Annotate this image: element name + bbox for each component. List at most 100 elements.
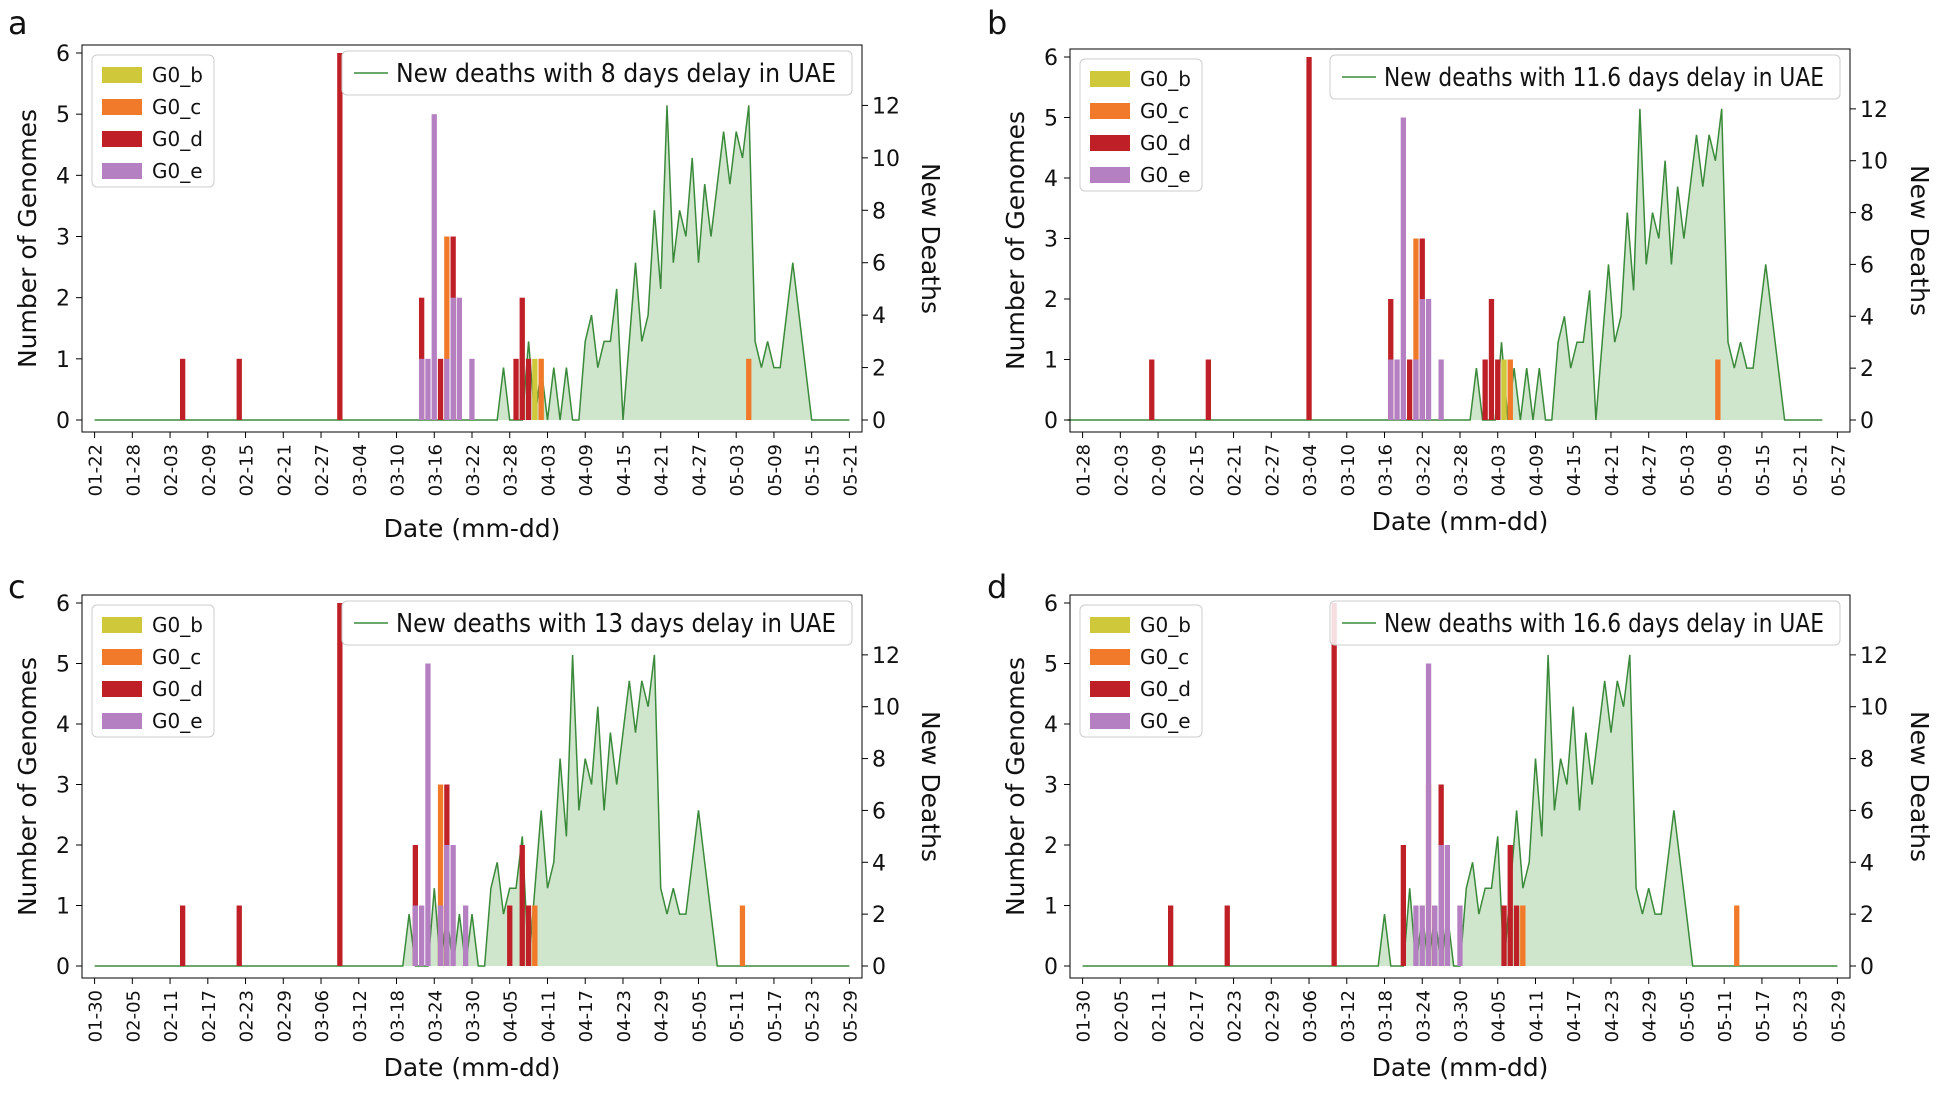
- legend-swatch: [1090, 103, 1130, 119]
- x-tick-label: 02-29: [274, 990, 295, 1042]
- y2-tick-label: 4: [872, 304, 886, 329]
- bar-g0_e: [1425, 299, 1432, 420]
- x-tick-label: 04-09: [1526, 444, 1547, 496]
- x-tick-label: 04-23: [1602, 990, 1623, 1042]
- deaths-area: [94, 105, 850, 421]
- legend-swatch: [102, 131, 142, 147]
- x-tick-label: 03-06: [312, 990, 333, 1042]
- x-tick-label: 03-24: [425, 990, 446, 1042]
- legend-box: [91, 54, 215, 188]
- bar-g0_e: [1394, 359, 1400, 420]
- x-tick-label: 02-15: [237, 444, 258, 496]
- y2-tick-label: 6: [872, 252, 886, 277]
- x-tick-label: 04-17: [1564, 990, 1585, 1042]
- bar-g0_e: [425, 663, 431, 966]
- bar-g0_c: [1715, 359, 1721, 420]
- x-tick-label: 04-11: [538, 990, 559, 1042]
- legend-label: G0_c: [152, 645, 201, 669]
- x-tick-label: 04-11: [1526, 990, 1547, 1042]
- y-tick-label: 3: [56, 774, 70, 799]
- line-legend-label: New deaths with 16.6 days delay in UAE: [1384, 609, 1824, 639]
- line-legend-label: New deaths with 13 days delay in UAE: [396, 609, 836, 639]
- x-tick-label: 05-09: [765, 444, 786, 496]
- legend-label: G0_d: [152, 127, 203, 151]
- y-tick-label: 2: [1044, 834, 1058, 859]
- x-tick-label: 04-15: [614, 444, 635, 496]
- deaths-line: [94, 105, 850, 421]
- bar-g0_e: [431, 114, 437, 420]
- x-tick-label: 04-21: [652, 444, 673, 496]
- y-axis-label: Number of Genomes: [1001, 111, 1030, 370]
- x-tick-label: 04-27: [1640, 444, 1661, 496]
- bar-g0_d: [337, 603, 343, 966]
- legend-label: G0_d: [1140, 677, 1191, 701]
- x-tick-label: 04-05: [1489, 990, 1510, 1042]
- x-tick-label: 04-05: [501, 990, 522, 1042]
- x-tick-label: 04-23: [614, 990, 635, 1042]
- bar-g0_d: [1205, 359, 1211, 420]
- bar-g0_d: [1482, 359, 1488, 420]
- bar-g0_c: [746, 358, 752, 420]
- x-tick-label: 02-05: [123, 990, 144, 1042]
- y2-tick-label: 6: [872, 799, 886, 824]
- bar-g0_d: [1400, 845, 1406, 966]
- bar-g0_e: [1419, 299, 1425, 420]
- x-tick-label: 03-18: [1376, 990, 1397, 1042]
- y-tick-label: 3: [1044, 228, 1058, 253]
- x-tick-label: 02-05: [1111, 990, 1132, 1042]
- legend-label: G0_e: [1140, 709, 1191, 733]
- bar-g0_d: [337, 53, 343, 420]
- legend-swatch: [1090, 713, 1130, 729]
- bar-g0_e: [456, 297, 462, 420]
- bar-g0_e: [1432, 905, 1438, 966]
- bar-g0_c: [444, 236, 450, 420]
- x-tick-label: 05-23: [1791, 990, 1812, 1042]
- bar-g0_e: [1438, 845, 1444, 966]
- y-tick-label: 6: [1044, 46, 1058, 71]
- x-tick-label: 03-30: [1451, 990, 1472, 1042]
- legend-label: G0_b: [1140, 67, 1191, 91]
- x-tick-label: 02-27: [312, 444, 333, 496]
- bar-g0_d: [1501, 905, 1507, 966]
- x-tick-label: 02-11: [161, 990, 182, 1042]
- x-tick-label: 04-03: [538, 444, 559, 496]
- y-tick-label: 2: [1044, 288, 1058, 313]
- y-tick-label: 1: [56, 348, 70, 373]
- x-tick-label: 02-17: [199, 990, 220, 1042]
- legend-label: G0_e: [152, 159, 203, 183]
- legend-box: [1079, 58, 1203, 192]
- y2-tick-label: 2: [872, 903, 886, 928]
- x-tick-label: 05-23: [803, 990, 824, 1042]
- bar-g0_e: [412, 905, 418, 966]
- deaths-line: [1067, 108, 1823, 421]
- y2-tick-label: 6: [1860, 799, 1874, 824]
- x-tick-label: 03-12: [350, 990, 371, 1042]
- x-tick-label: 05-21: [1791, 444, 1812, 496]
- x-tick-label: 03-28: [1451, 444, 1472, 496]
- y-axis-label: Number of Genomes: [1001, 657, 1030, 916]
- legend-label: G0_d: [1140, 131, 1191, 155]
- bar-g0_e: [419, 358, 425, 420]
- bar-g0_c: [1507, 359, 1513, 420]
- legend-swatch: [1090, 649, 1130, 665]
- bar-g0_d: [1513, 905, 1520, 966]
- legend-swatch: [1090, 681, 1130, 697]
- y2-axis-label: New Deaths: [1905, 165, 1934, 316]
- x-tick-label: 05-11: [727, 990, 748, 1042]
- x-tick-label: 03-10: [1338, 444, 1359, 496]
- y2-tick-label: 4: [1860, 851, 1874, 876]
- panel-letter: d: [987, 568, 1007, 606]
- bar-g0_d: [507, 905, 513, 966]
- legend-swatch: [102, 681, 142, 697]
- y2-tick-label: 4: [872, 851, 886, 876]
- bar-g0_e: [444, 358, 450, 420]
- bar-g0_e: [437, 905, 444, 966]
- bar-g0_e: [469, 358, 475, 420]
- y-tick-label: 4: [56, 713, 70, 738]
- x-tick-label: 05-05: [689, 990, 710, 1042]
- panel-letter: b: [987, 4, 1007, 42]
- legend-box: [1079, 604, 1203, 738]
- y2-tick-label: 0: [1860, 409, 1874, 434]
